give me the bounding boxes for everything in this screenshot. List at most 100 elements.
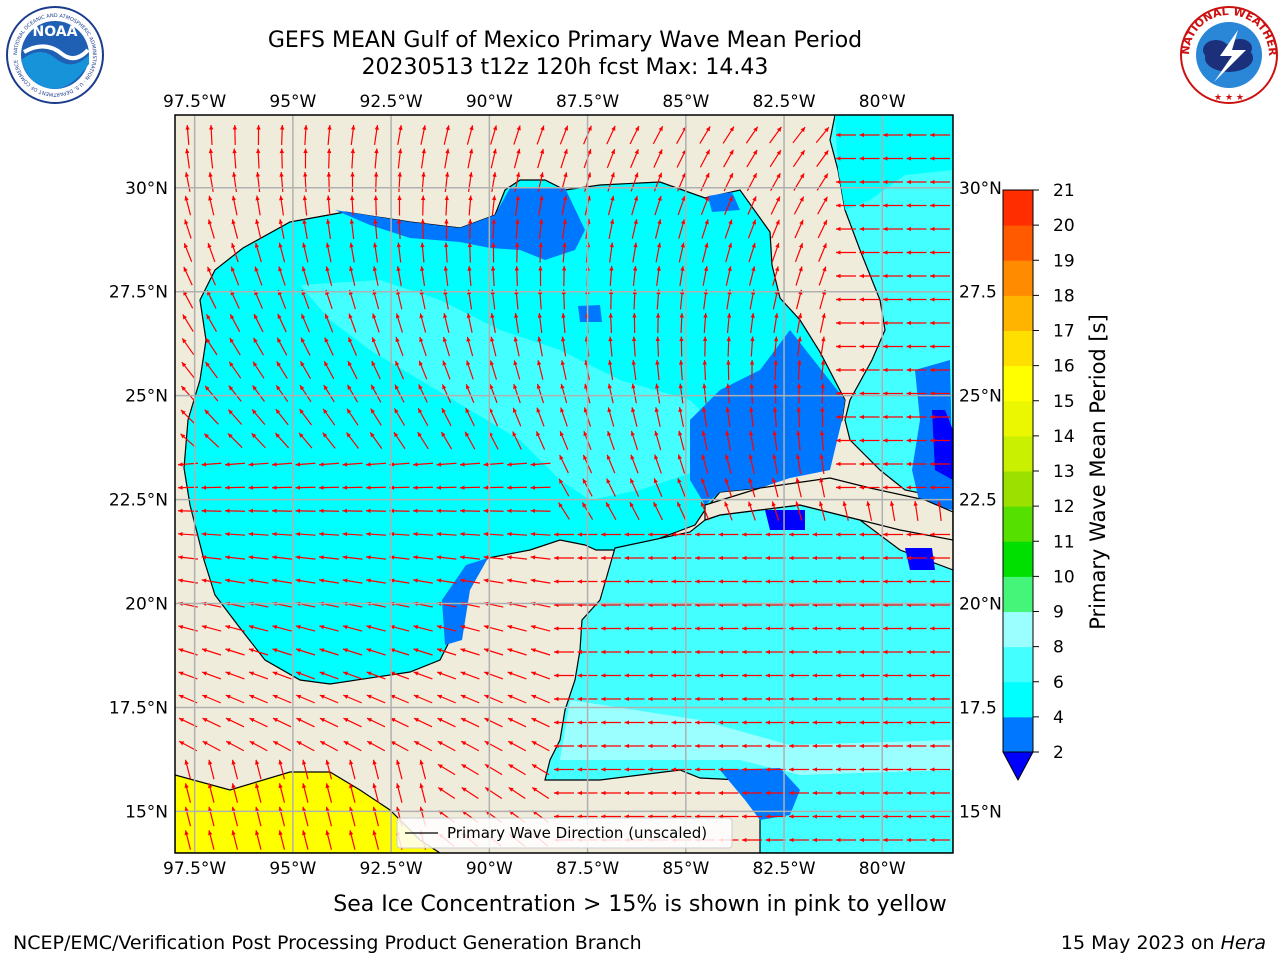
wave-arrow-head bbox=[302, 783, 307, 789]
wave-arrow-head bbox=[436, 648, 442, 653]
wave-arrow-head bbox=[823, 173, 828, 179]
lat-tick-label-right: 20°N bbox=[959, 595, 1002, 615]
wave-arrow-head bbox=[701, 478, 706, 484]
wave-arrow-head bbox=[324, 337, 329, 343]
wave-arrow-head bbox=[414, 741, 420, 746]
wave-arrow-head bbox=[800, 127, 806, 132]
wave-arrow-head bbox=[436, 485, 442, 490]
wave-arrow-head bbox=[201, 578, 207, 583]
wave-arrow-head bbox=[372, 830, 377, 836]
wave-arrow-head bbox=[812, 814, 818, 819]
wave-arrow-head bbox=[631, 336, 637, 342]
lon-tick-label: 90°W bbox=[466, 859, 513, 879]
colorbar-tick-label: 2 bbox=[1053, 743, 1064, 763]
wave-arrow-head bbox=[842, 501, 847, 507]
wave-arrow-head bbox=[677, 454, 682, 460]
wave-arrow-head bbox=[765, 673, 771, 678]
wave-arrow-head bbox=[489, 407, 494, 413]
wave-arrow-head bbox=[742, 767, 747, 772]
wave-arrow-head bbox=[554, 790, 559, 796]
wave-arrow-head bbox=[765, 555, 771, 561]
wave-arrow-head bbox=[468, 148, 474, 154]
wave-arrow-head bbox=[554, 532, 559, 537]
wave-arrow-head bbox=[348, 337, 353, 343]
wave-arrow-head bbox=[322, 432, 328, 438]
wave-arrow-head bbox=[930, 344, 935, 349]
wave-arrow-head bbox=[742, 673, 747, 678]
wave-arrow-head bbox=[820, 407, 825, 412]
wave-arrow-head bbox=[671, 626, 677, 631]
wave-arrow-head bbox=[420, 266, 425, 271]
wave-arrow-head bbox=[724, 501, 729, 507]
wave-arrow-head bbox=[484, 718, 490, 723]
wave-arrow-head bbox=[727, 242, 733, 248]
wave-arrow-head bbox=[859, 156, 865, 161]
wave-arrow-head bbox=[930, 226, 935, 232]
wave-arrow-head bbox=[624, 743, 630, 749]
wave-arrow-head bbox=[483, 531, 489, 537]
wave-arrow-head bbox=[319, 671, 325, 676]
wave-arrow-head bbox=[559, 478, 564, 484]
wave-arrow-head bbox=[366, 578, 371, 583]
colorbar-tick-label: 15 bbox=[1053, 392, 1075, 412]
wave-arrow-head bbox=[492, 172, 497, 177]
wave-arrow-head bbox=[507, 508, 512, 514]
wave-arrow-head bbox=[255, 783, 260, 789]
wave-arrow-head bbox=[883, 696, 888, 702]
wave-arrow-head bbox=[319, 508, 324, 514]
colorbar-tick-label: 8 bbox=[1053, 638, 1064, 658]
wave-arrow-head bbox=[323, 385, 328, 390]
wave-arrow-head bbox=[654, 407, 659, 413]
wave-arrow-head bbox=[601, 743, 606, 749]
wave-arrow-head bbox=[182, 338, 187, 344]
wave-arrow-head bbox=[185, 148, 190, 154]
colorbar-bin bbox=[1003, 365, 1033, 402]
wave-arrow-head bbox=[561, 266, 567, 271]
wave-arrow-head bbox=[319, 578, 324, 583]
wave-arrow-head bbox=[799, 219, 804, 225]
wave-arrow-head bbox=[631, 383, 636, 389]
wave-arrow-head bbox=[789, 579, 794, 584]
wave-arrow-head bbox=[303, 148, 308, 154]
wave-arrow-head bbox=[751, 242, 756, 248]
wave-arrow-head bbox=[765, 743, 771, 749]
wave-arrow-head bbox=[671, 555, 677, 561]
wave-arrow-head bbox=[182, 314, 187, 320]
colorbar-label: Primary Wave Mean Period [s] bbox=[1086, 314, 1110, 630]
wave-arrow-head bbox=[624, 720, 630, 725]
colorbar-bin bbox=[1003, 190, 1033, 226]
wave-arrow-head bbox=[774, 266, 780, 272]
wave-arrow-head bbox=[225, 648, 231, 653]
wave-arrow-head bbox=[883, 156, 888, 161]
wave-arrow-head bbox=[836, 414, 841, 420]
wave-arrow-head bbox=[201, 485, 207, 490]
wave-arrow-head bbox=[700, 501, 705, 507]
wave-arrow-head bbox=[930, 461, 935, 467]
wave-arrow-head bbox=[930, 179, 935, 185]
wave-arrow-head bbox=[601, 532, 606, 537]
wave-arrow-head bbox=[776, 126, 782, 132]
colorbar-tick-label: 21 bbox=[1053, 181, 1075, 201]
wave-arrow-head bbox=[930, 132, 935, 138]
wave-arrow-head bbox=[465, 431, 470, 437]
wave-arrow-head bbox=[648, 743, 653, 749]
wave-arrow-head bbox=[319, 555, 324, 560]
wave-arrow-head bbox=[930, 649, 935, 655]
wave-arrow-head bbox=[906, 649, 912, 655]
wave-arrow-head bbox=[583, 454, 588, 460]
wave-arrow-head bbox=[531, 694, 537, 699]
wave-arrow-head bbox=[460, 462, 465, 467]
wave-arrow-head bbox=[836, 273, 841, 279]
wave-arrow-head bbox=[539, 195, 544, 201]
wave-arrow-head bbox=[441, 431, 446, 437]
wave-arrow-head bbox=[797, 360, 802, 365]
wave-arrow-head bbox=[460, 578, 465, 583]
wave-arrow-head bbox=[342, 508, 348, 514]
lat-tick-label-left: 22.5°N bbox=[109, 491, 168, 511]
wave-arrow-head bbox=[836, 767, 841, 772]
wave-arrow-head bbox=[205, 385, 210, 391]
wave-arrow-head bbox=[413, 462, 418, 467]
wave-arrow-head bbox=[703, 266, 709, 272]
wave-arrow-head bbox=[536, 383, 541, 389]
wave-arrow-head bbox=[419, 337, 424, 342]
